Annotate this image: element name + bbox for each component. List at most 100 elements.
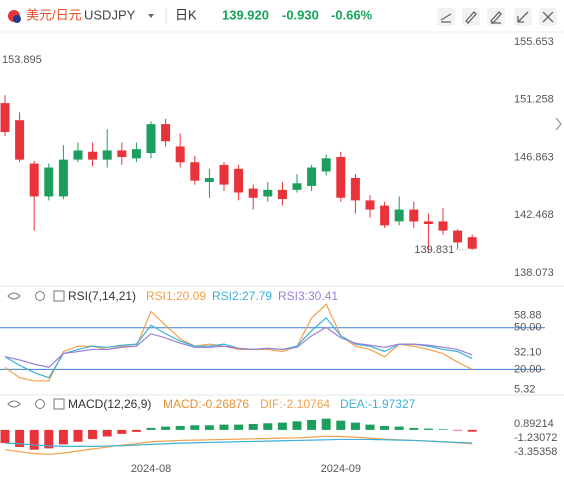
histogram-bar xyxy=(350,422,360,430)
histogram-bar xyxy=(365,424,375,430)
histogram-bar xyxy=(58,429,68,445)
histogram-bar xyxy=(131,429,141,432)
y-tick-label: 155.653 xyxy=(514,36,554,48)
histogram-bar xyxy=(219,424,229,430)
y-tick-label: 5.32 xyxy=(514,384,535,396)
legend-entry: MACD:-0.26876 xyxy=(163,397,249,411)
histogram-bar xyxy=(0,429,10,444)
tool-icons xyxy=(437,8,557,26)
x-tick-label: 2024-09 xyxy=(321,463,361,475)
candle-body xyxy=(321,158,331,172)
candle-body xyxy=(307,167,317,186)
histogram-bar xyxy=(204,425,214,430)
histogram-bar xyxy=(88,429,98,440)
candle-body xyxy=(0,103,10,133)
candle-body xyxy=(234,168,244,193)
candle-body xyxy=(467,237,477,249)
legend-entry: RSI3:30.41 xyxy=(278,289,338,303)
macd-title: MACD(12,26,9) xyxy=(68,397,151,411)
x-tick-label: 2024-08 xyxy=(131,463,171,475)
histogram-bar xyxy=(29,429,39,450)
candle-body xyxy=(453,230,463,243)
histogram-bar xyxy=(292,421,302,430)
candle-body xyxy=(423,221,433,225)
histogram-bar xyxy=(234,424,244,430)
candle-body xyxy=(44,167,54,197)
y-tick-label: 151.258 xyxy=(514,94,554,106)
pair-name[interactable]: 美元/日元 xyxy=(26,7,82,22)
candle-body xyxy=(277,189,287,200)
candle-body xyxy=(380,205,390,226)
histogram-bar xyxy=(453,429,463,431)
add-icon[interactable] xyxy=(53,398,65,410)
histogram-bar xyxy=(423,428,433,430)
eye-icon[interactable] xyxy=(7,292,21,300)
histogram-bar xyxy=(73,429,83,442)
add-icon[interactable] xyxy=(53,290,65,302)
scroll-arrow[interactable] xyxy=(555,117,562,131)
candle-body xyxy=(350,178,360,201)
rsi-line xyxy=(4,303,473,382)
rsi-icons xyxy=(7,290,65,410)
histogram-bar xyxy=(263,423,273,430)
candle-body xyxy=(336,157,346,198)
tool-button[interactable] xyxy=(462,8,480,26)
candle-body xyxy=(204,178,214,182)
macd-line xyxy=(4,438,473,447)
histogram-bar xyxy=(438,429,448,430)
candle-body xyxy=(102,150,112,160)
candle-body xyxy=(409,209,419,222)
candle-body xyxy=(263,189,273,197)
candle-body xyxy=(175,146,185,163)
histogram-bar xyxy=(307,420,317,430)
legend-entry: DEA:-1.97327 xyxy=(340,397,416,411)
histogram-bar xyxy=(102,429,112,437)
symbol[interactable]: USDJPY xyxy=(84,7,136,22)
eraser-icon xyxy=(490,11,502,24)
pen-icon xyxy=(465,11,477,24)
eye-icon[interactable] xyxy=(7,400,21,408)
candle-body xyxy=(58,159,68,197)
draw-icon xyxy=(440,13,452,23)
histogram-bar xyxy=(175,425,185,430)
histogram-bar xyxy=(409,427,419,430)
period[interactable]: 日K xyxy=(175,7,197,22)
histogram-bar xyxy=(380,425,390,430)
y-tick-label: -1.23072 xyxy=(514,432,557,444)
y-tick-label: 142.468 xyxy=(514,209,554,221)
candle-body xyxy=(190,162,200,181)
y-tick-label: 0.89214 xyxy=(514,418,554,430)
histogram-bar xyxy=(44,429,54,449)
candle-body xyxy=(146,124,156,154)
histogram-bar xyxy=(161,426,171,430)
histogram-bar xyxy=(15,429,25,448)
rsi-line xyxy=(4,326,473,368)
candle-body xyxy=(394,209,404,222)
candle-body xyxy=(219,164,229,185)
candle-body xyxy=(161,124,171,142)
y-tick-label: 138.073 xyxy=(514,267,554,279)
histogram-bar xyxy=(394,426,404,430)
legend-entry: RSI2:27.79 xyxy=(212,289,272,303)
candle-body xyxy=(15,120,25,160)
histogram-bar xyxy=(277,422,287,430)
candle-body xyxy=(248,188,258,198)
histogram-bar xyxy=(117,429,127,434)
settings-icon[interactable] xyxy=(35,291,45,301)
candle-body xyxy=(438,221,448,231)
expand-icon xyxy=(517,11,529,23)
legend-entry: DIF:-2.10764 xyxy=(260,397,330,411)
histogram-bar xyxy=(321,418,331,430)
price: 139.920 xyxy=(222,7,269,22)
dropdown-arrow[interactable] xyxy=(148,14,154,18)
change-pct: -0.66% xyxy=(331,7,373,22)
settings-icon[interactable] xyxy=(35,399,45,409)
candle-body xyxy=(29,163,39,197)
y-tick-label: 20.00 xyxy=(514,363,542,375)
candle-body xyxy=(88,151,98,160)
candle-body xyxy=(292,183,302,190)
histogram-bar xyxy=(190,425,200,430)
candle-body xyxy=(117,150,127,157)
